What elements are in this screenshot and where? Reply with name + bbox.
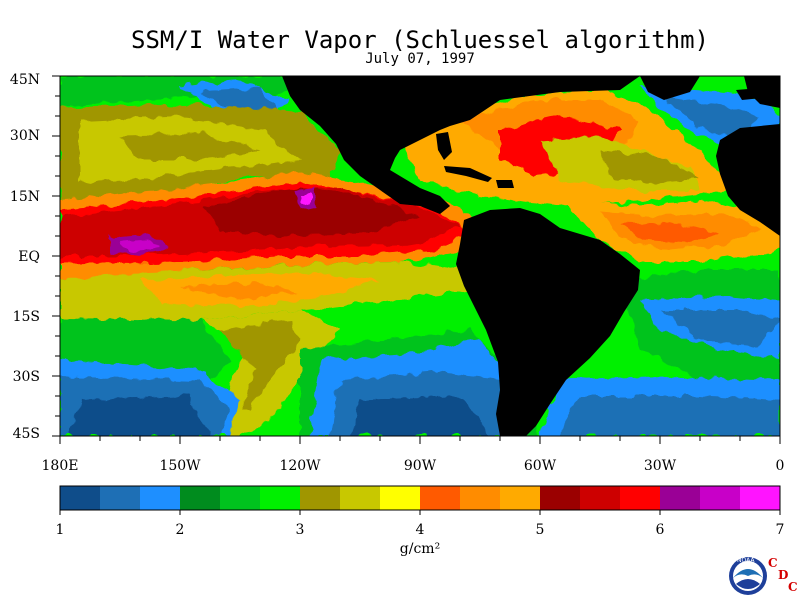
colorbar-swatch [220,486,261,510]
landmasses [282,76,780,436]
map-field [60,76,780,436]
colorbar-label-3: 3 [295,522,305,538]
colorbar [59,485,781,515]
lat-label-30n: 30N [9,128,40,144]
lon-label-180e: 180E [41,458,79,474]
axis-ticks [52,75,781,444]
lat-label-15n: 15N [9,189,40,205]
cdc-letter-c: C [768,556,778,570]
colorbar-swatch [540,486,581,510]
colorbar-label-7: 7 [775,522,785,538]
lon-label-90w: 90W [403,458,437,474]
cdc-letter-d: D [778,568,789,582]
africa [716,124,780,236]
colorbar-swatch [700,486,741,510]
colorbar-label-6: 6 [655,522,665,538]
vapor-contours [60,76,780,436]
lon-label-120w: 120W [279,458,321,474]
north-america [282,76,640,214]
cuba [444,166,492,182]
colorbar-swatch [660,486,701,510]
lat-label-15s: 15S [12,309,40,325]
lat-label-eq: EQ [18,249,40,265]
colorbar-label-5: 5 [535,522,545,538]
colorbar-swatch [620,486,661,510]
colorbar-label-1: 1 [55,522,65,538]
florida [436,132,452,160]
colorbar-swatch [60,486,101,510]
colorbar-swatch [140,486,181,510]
colorbar-swatch [420,486,461,510]
south-america [456,208,640,436]
colorbar-units: g/cm² [399,541,441,557]
map-title: SSM/I Water Vapor (Schluessel algorithm) [131,26,709,54]
lon-label-0: 0 [775,458,785,474]
colorbar-swatch [100,486,141,510]
lat-label-30s: 30S [12,369,40,385]
colorbar-label-4: 4 [415,522,425,538]
colorbar-swatch [460,486,501,510]
colorbar-swatch [740,486,781,510]
colorbar-label-2: 2 [175,522,185,538]
lon-label-30w: 30W [643,458,677,474]
colorbar-swatch [500,486,541,510]
noaa-logo [729,557,767,595]
colorbar-swatch [180,486,221,510]
iberia [744,76,780,108]
colorbar-swatch [300,486,341,510]
colorbar-swatch [580,486,621,510]
lat-label-45n: 45N [9,72,40,88]
colorbar-swatch [340,486,381,510]
map-date: July 07, 1997 [365,51,475,67]
lat-label-45s: 45S [12,426,40,442]
colorbar-swatch [380,486,421,510]
lon-label-150w: 150W [159,458,201,474]
cdc-letter-c2: C [788,580,798,594]
colorbar-swatch [260,486,301,510]
lon-label-60w: 60W [523,458,557,474]
noaa-logo-text: NOAA [737,557,755,564]
hispaniola [496,180,514,188]
greenland [640,76,700,100]
